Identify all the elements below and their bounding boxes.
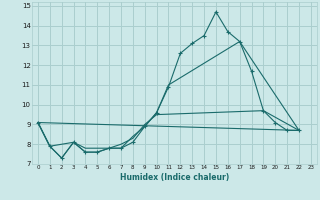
X-axis label: Humidex (Indice chaleur): Humidex (Indice chaleur) <box>120 173 229 182</box>
